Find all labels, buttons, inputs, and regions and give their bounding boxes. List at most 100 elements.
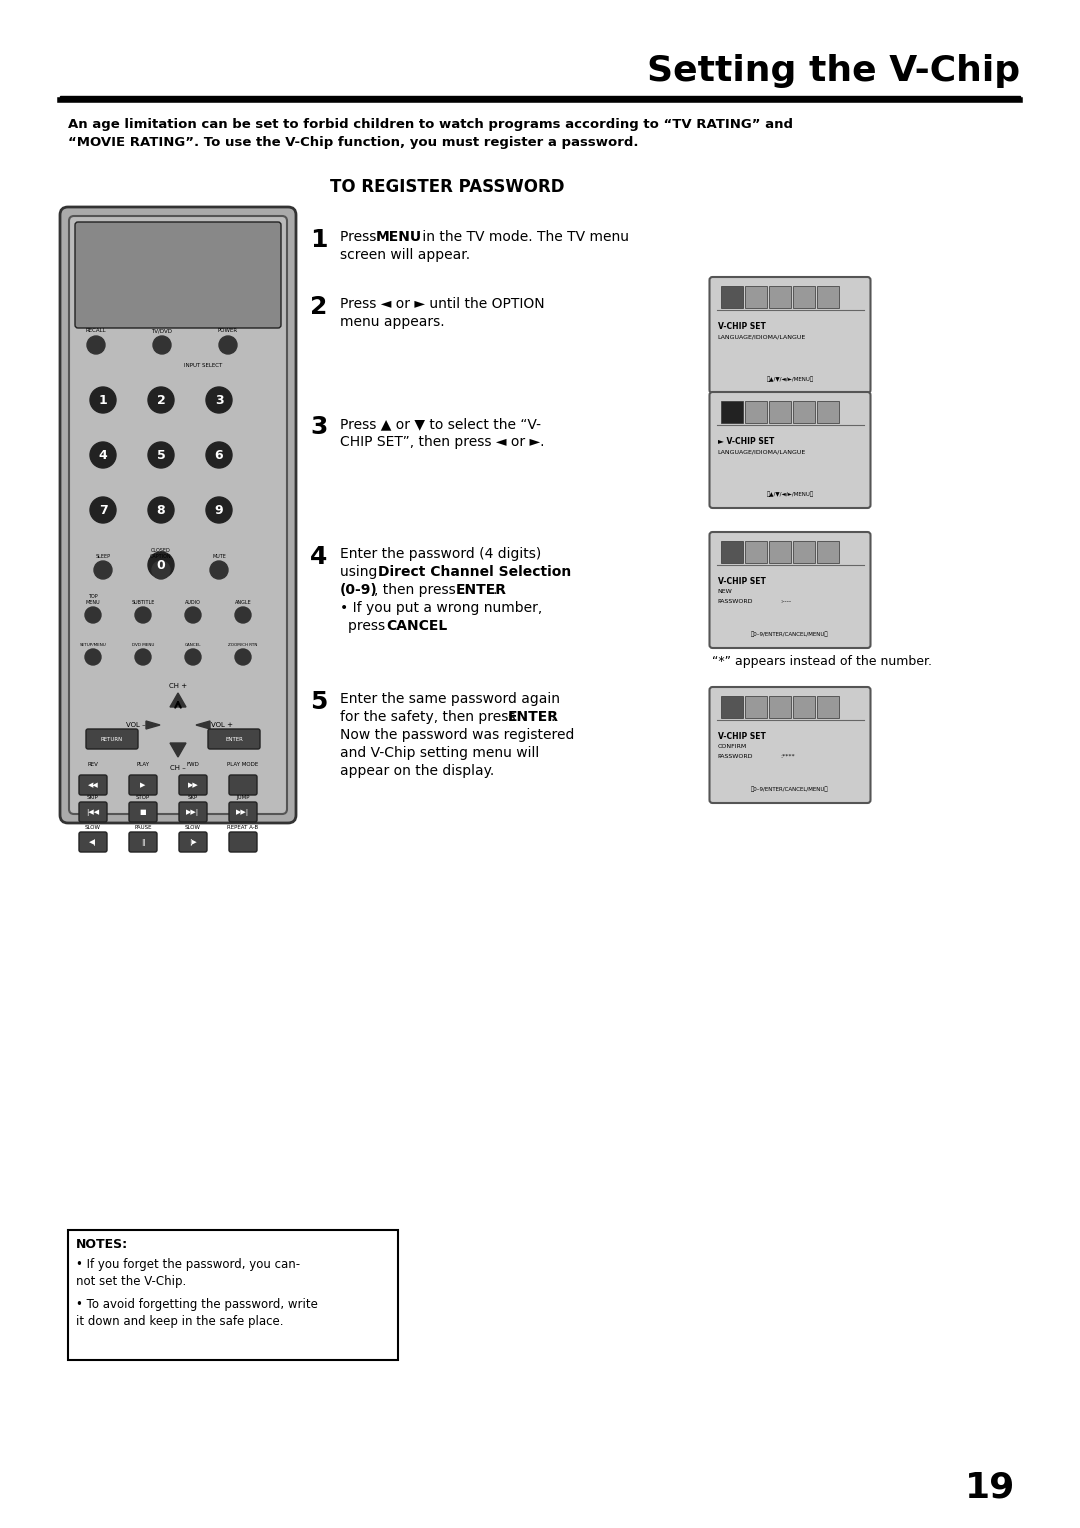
Text: POWER: POWER: [218, 329, 238, 333]
Circle shape: [206, 387, 232, 413]
FancyBboxPatch shape: [68, 1230, 399, 1360]
Text: JUMP: JUMP: [237, 795, 249, 801]
Text: CANCEL: CANCEL: [386, 619, 447, 633]
Polygon shape: [195, 721, 210, 729]
FancyBboxPatch shape: [129, 802, 157, 822]
Text: MUTE: MUTE: [212, 555, 226, 559]
Text: :****: :****: [781, 753, 795, 759]
Text: ◀◀: ◀◀: [87, 782, 98, 788]
FancyBboxPatch shape: [710, 532, 870, 648]
FancyBboxPatch shape: [793, 541, 814, 562]
Text: ▶▶: ▶▶: [188, 782, 199, 788]
Text: Enter the password (4 digits): Enter the password (4 digits): [340, 547, 541, 561]
Text: 〈0–9/ENTER/CANCEL/MENU〉: 〈0–9/ENTER/CANCEL/MENU〉: [752, 787, 828, 792]
Text: ||: ||: [140, 839, 146, 845]
Text: CONFIRM: CONFIRM: [717, 744, 746, 749]
Text: 3: 3: [215, 394, 224, 406]
Circle shape: [85, 649, 102, 665]
FancyBboxPatch shape: [710, 277, 870, 393]
Text: DVD MENU: DVD MENU: [132, 643, 154, 646]
Text: An age limitation can be set to forbid children to watch programs according to “: An age limitation can be set to forbid c…: [68, 118, 793, 150]
Text: V-CHIP SET: V-CHIP SET: [717, 578, 766, 587]
Text: • To avoid forgetting the password, write
it down and keep in the safe place.: • To avoid forgetting the password, writ…: [76, 1297, 318, 1328]
Circle shape: [206, 497, 232, 523]
Text: PAUSE: PAUSE: [134, 825, 152, 830]
Text: 8: 8: [157, 504, 165, 516]
FancyBboxPatch shape: [79, 833, 107, 853]
Text: :----: :----: [781, 599, 792, 604]
Circle shape: [219, 336, 237, 354]
Circle shape: [85, 607, 102, 623]
Circle shape: [90, 442, 116, 468]
Text: AUDIO: AUDIO: [185, 601, 201, 605]
Text: SLOW: SLOW: [185, 825, 201, 830]
FancyBboxPatch shape: [744, 286, 767, 309]
FancyBboxPatch shape: [816, 286, 838, 309]
Text: V-CHIP SET: V-CHIP SET: [717, 322, 766, 332]
Text: for the safety, then press: for the safety, then press: [340, 711, 519, 724]
Text: Direct Channel Selection: Direct Channel Selection: [378, 565, 571, 579]
Text: ANGLE: ANGLE: [234, 601, 252, 605]
FancyBboxPatch shape: [79, 802, 107, 822]
Circle shape: [87, 336, 105, 354]
FancyBboxPatch shape: [710, 688, 870, 804]
Text: SETUP/MENU: SETUP/MENU: [80, 643, 106, 646]
Text: REV: REV: [87, 762, 98, 767]
Circle shape: [148, 497, 174, 523]
FancyBboxPatch shape: [79, 775, 107, 795]
Text: RETURN: RETURN: [100, 736, 123, 741]
Text: MENU: MENU: [376, 231, 422, 244]
FancyBboxPatch shape: [744, 400, 767, 423]
Text: ENTER: ENTER: [508, 711, 559, 724]
FancyBboxPatch shape: [816, 695, 838, 718]
Circle shape: [148, 552, 174, 578]
Text: PLAY MODE: PLAY MODE: [228, 762, 258, 767]
FancyBboxPatch shape: [129, 775, 157, 795]
FancyBboxPatch shape: [720, 695, 743, 718]
FancyBboxPatch shape: [744, 541, 767, 562]
Circle shape: [153, 336, 171, 354]
FancyBboxPatch shape: [69, 215, 287, 814]
Text: using: using: [340, 565, 381, 579]
FancyBboxPatch shape: [816, 400, 838, 423]
Text: SUBTITLE: SUBTITLE: [132, 601, 154, 605]
Circle shape: [185, 649, 201, 665]
Text: CANCEL: CANCEL: [185, 643, 201, 646]
Text: TO REGISTER PASSWORD: TO REGISTER PASSWORD: [330, 177, 565, 196]
FancyBboxPatch shape: [720, 286, 743, 309]
Circle shape: [206, 442, 232, 468]
FancyBboxPatch shape: [179, 833, 207, 853]
Text: Now the password was registered: Now the password was registered: [340, 727, 575, 743]
Bar: [60, 96, 1020, 99]
Text: 2: 2: [157, 394, 165, 406]
Text: ▶▶|: ▶▶|: [237, 808, 249, 816]
Text: Press: Press: [340, 231, 381, 244]
FancyBboxPatch shape: [769, 286, 791, 309]
Text: 2: 2: [310, 295, 327, 319]
Polygon shape: [146, 721, 160, 729]
Text: Press ◄ or ► until the OPTION: Press ◄ or ► until the OPTION: [340, 296, 544, 312]
FancyBboxPatch shape: [793, 695, 814, 718]
Text: |▶: |▶: [189, 839, 197, 845]
Circle shape: [185, 607, 201, 623]
Text: .: .: [440, 619, 444, 633]
Text: SLEEP: SLEEP: [95, 555, 110, 559]
Text: screen will appear.: screen will appear.: [340, 248, 470, 261]
Circle shape: [235, 607, 251, 623]
Text: TOP
MENU: TOP MENU: [85, 594, 100, 605]
Text: ■: ■: [139, 808, 146, 814]
Text: CH +: CH +: [168, 683, 187, 689]
Text: ▶: ▶: [140, 782, 146, 788]
Text: LANGUAGE/IDIOMA/LANGUE: LANGUAGE/IDIOMA/LANGUE: [717, 449, 806, 454]
Text: CH –: CH –: [171, 766, 186, 772]
Text: (0-9): (0-9): [340, 584, 378, 597]
FancyBboxPatch shape: [229, 775, 257, 795]
Text: 〈0–9/ENTER/CANCEL/MENU〉: 〈0–9/ENTER/CANCEL/MENU〉: [752, 631, 828, 637]
FancyBboxPatch shape: [710, 393, 870, 507]
Text: VOL +: VOL +: [211, 723, 233, 727]
Text: • If you put a wrong number,: • If you put a wrong number,: [340, 601, 542, 614]
FancyBboxPatch shape: [179, 802, 207, 822]
Text: press: press: [348, 619, 390, 633]
FancyBboxPatch shape: [179, 775, 207, 795]
FancyBboxPatch shape: [793, 286, 814, 309]
